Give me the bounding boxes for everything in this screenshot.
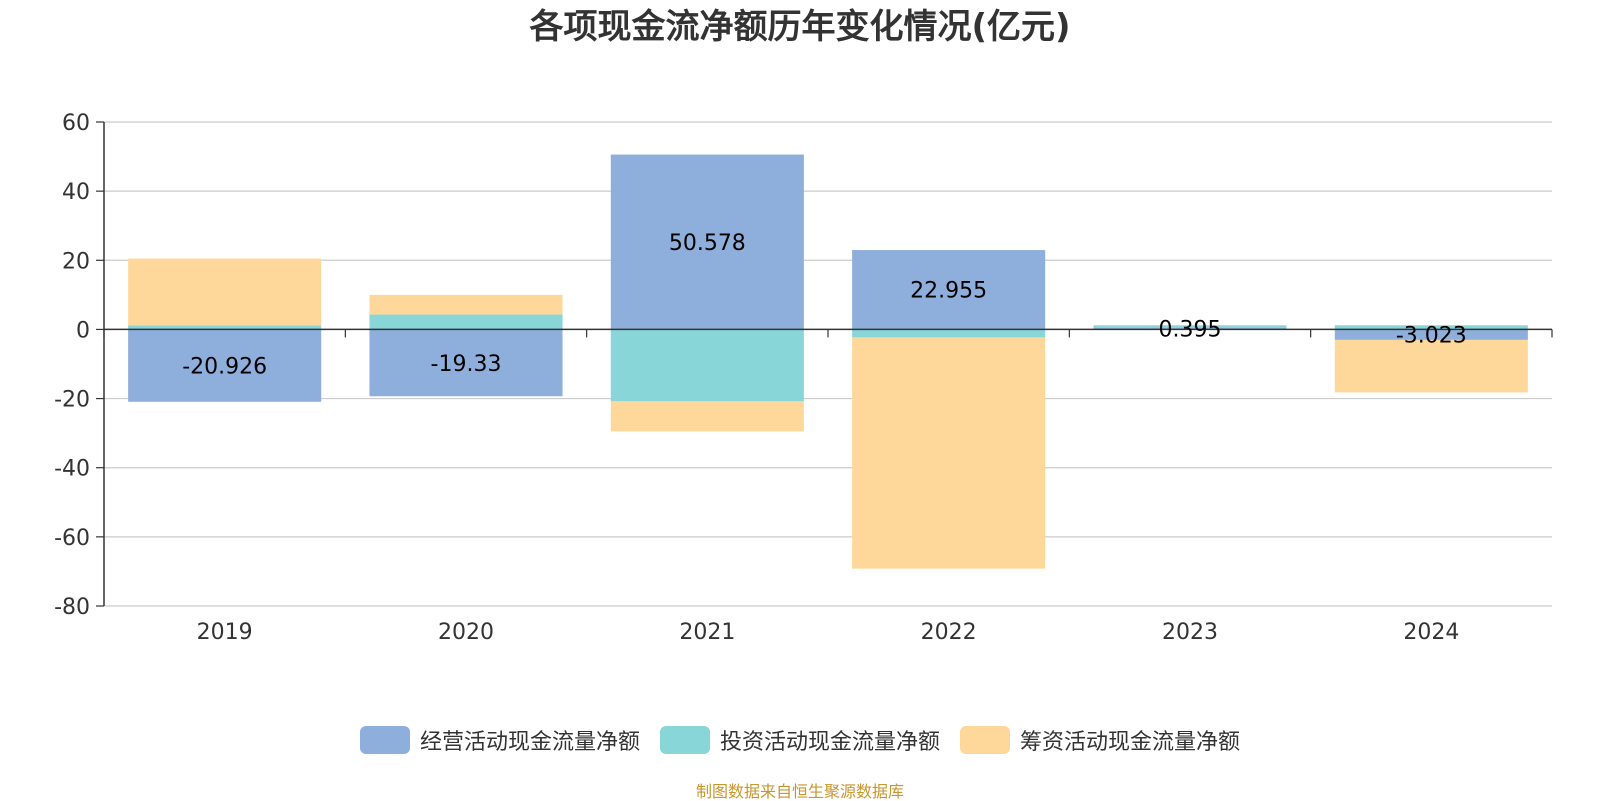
y-tick-label: 60 [62,111,90,136]
legend-label: 经营活动现金流量净额 [419,730,640,755]
x-tick-label: 2021 [679,620,735,645]
bar-2023-series-2 [1093,325,1287,329]
x-tick-label: 2024 [1403,620,1459,645]
y-tick-label: 0 [76,318,90,343]
legend-swatch [659,726,710,754]
x-tick-label: 2023 [1162,620,1218,645]
bar-2022-series-1 [852,250,1046,330]
data-label-2019: -20.926 [182,355,267,380]
legend-item-3[interactable]: 筹资活动现金流量净额 [960,724,1240,756]
bar-2024-series-1 [1334,329,1528,340]
data-label-2022: 22.955 [910,279,987,304]
data-label-2024: -3.023 [1396,324,1467,349]
grid-lines [104,121,1552,607]
y-tick-label: -40 [54,457,90,482]
bar-2021-series-1 [610,154,804,330]
data-label-2023: 0.395 [1159,318,1222,343]
bar-2019-series-1 [128,329,322,402]
bar-2019-series-2 [128,325,322,330]
y-tick-label: -20 [54,388,90,413]
x-tick-label: 2019 [197,620,253,645]
legend-label: 筹资活动现金流量净额 [1020,730,1241,755]
bars [128,154,1528,569]
bar-2019-series-3 [128,258,322,326]
bar-2022-series-2 [852,329,1046,338]
y-tick-label: -60 [54,526,90,551]
y-tick-label: -80 [54,595,90,620]
legend-swatch [960,726,1010,754]
legend-swatch [359,726,410,754]
bar-2020-series-1 [369,329,563,397]
bar-2024-series-3 [1334,339,1528,393]
legend-item-1[interactable]: 经营活动现金流量净额 [359,724,640,756]
source-note: 制图数据来自恒生聚源数据库 [695,782,904,801]
bar-2021-series-3 [610,401,804,432]
y-tick-label: 40 [62,180,90,205]
legend-label: 投资活动现金流量净额 [719,730,940,755]
bar-2021-series-2 [610,329,804,402]
data-label-2020: -19.33 [431,352,502,377]
bar-2024-series-2 [1334,325,1528,330]
chart-title: 各项现金流净额历年变化情况(亿元) [529,7,1071,47]
bar-2020-series-2 [369,314,563,330]
bar-2022-series-3 [852,337,1046,569]
legend-item-2[interactable]: 投资活动现金流量净额 [659,724,940,756]
data-label-2021: 50.578 [669,231,746,256]
x-tick-label: 2022 [921,620,977,645]
axes: -80 -60 -40 -20 0 20 40 60 2019 2020 2021 2022 2023 2… [54,111,1553,645]
bar-2020-series-3 [369,294,563,315]
legend: 经营活动现金流量净额 投资活动现金流量净额 筹资活动现金流量净额 [0,724,1600,756]
x-tick-label: 2020 [438,620,494,645]
y-tick-label: 20 [62,249,90,274]
data-labels: -20.926 -19.33 50.578 22.955 0.395 -3.023 [182,231,1467,380]
